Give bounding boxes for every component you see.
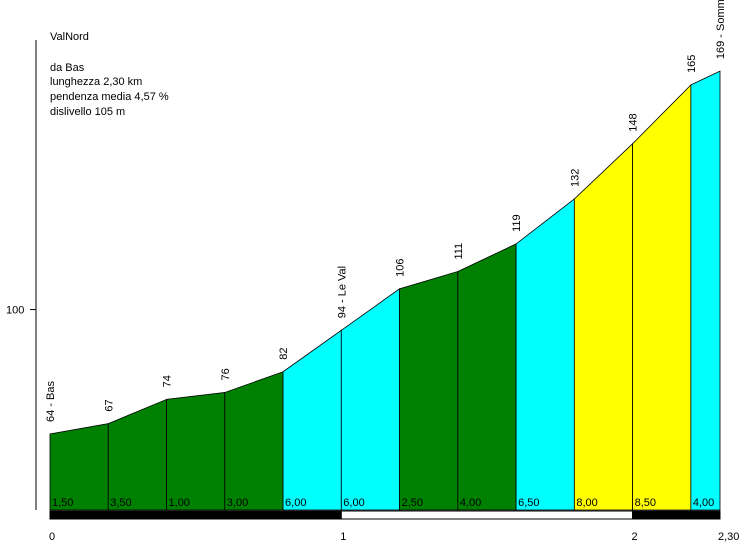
profile-segment [399, 271, 459, 511]
y-tick-label: 100 [6, 305, 24, 317]
info-gradient: pendenza media 4,57 % [50, 91, 169, 103]
km-bar-segment [632, 510, 721, 520]
profile-segment [224, 371, 284, 511]
info-start: da Bas [50, 62, 85, 74]
segment-gradient-label: 6,50 [518, 497, 539, 509]
profile-segment [107, 398, 167, 511]
x-tick-label: 1 [340, 531, 346, 543]
info-length: lunghezza 2,30 km [50, 76, 143, 88]
segment-gradient-label: 3,50 [110, 497, 131, 509]
profile-segment [573, 142, 634, 511]
segment-gradient-label: 6,00 [343, 497, 364, 509]
elevation-label: 111 [453, 243, 465, 260]
elevation-label: 106 [395, 258, 407, 276]
elevation-label: 74 [162, 375, 174, 387]
segment-gradient-label: 1,50 [52, 497, 73, 509]
elevation-label: 169 - Sommet [715, 0, 727, 59]
segment-gradient-label: 4,00 [693, 497, 714, 509]
elevation-label: 64 - Bas [45, 381, 57, 422]
km-bar-segment [340, 510, 634, 520]
profile-segment [340, 288, 400, 511]
elevation-label: 76 [220, 368, 232, 380]
segment-gradient-label: 3,00 [227, 497, 248, 509]
elevation-label: 67 [103, 399, 115, 411]
x-tick-label: 0 [49, 531, 55, 543]
elevation-label: 132 [569, 169, 581, 187]
elevation-label: 165 [686, 55, 698, 73]
elevation-label: 119 [511, 214, 523, 232]
segment-gradient-label: 2,50 [402, 497, 423, 509]
segment-gradient-label: 6,00 [285, 497, 306, 509]
profile-segment [457, 243, 517, 511]
x-tick-label: 2,30 [718, 531, 739, 543]
km-bar-segment [49, 510, 342, 520]
x-tick-label: 2 [632, 531, 638, 543]
profile-segment [632, 83, 692, 511]
elevation-label: 148 [628, 113, 640, 131]
segment-gradient-label: 1,00 [169, 497, 190, 509]
segment-gradient-label: 4,00 [460, 497, 481, 509]
profile-segment [515, 198, 575, 511]
chart-title: ValNord [50, 31, 89, 43]
segment-gradient-label: 8,00 [576, 497, 597, 509]
profile-segment [282, 329, 342, 511]
profile-segment [166, 392, 226, 511]
elevation-label: 82 [278, 348, 290, 360]
elevation-label: 94 - Le Val [336, 266, 348, 318]
profile-segment [690, 70, 721, 511]
info-elevation-gain: dislivello 105 m [50, 106, 126, 118]
segment-gradient-label: 8,50 [635, 497, 656, 509]
